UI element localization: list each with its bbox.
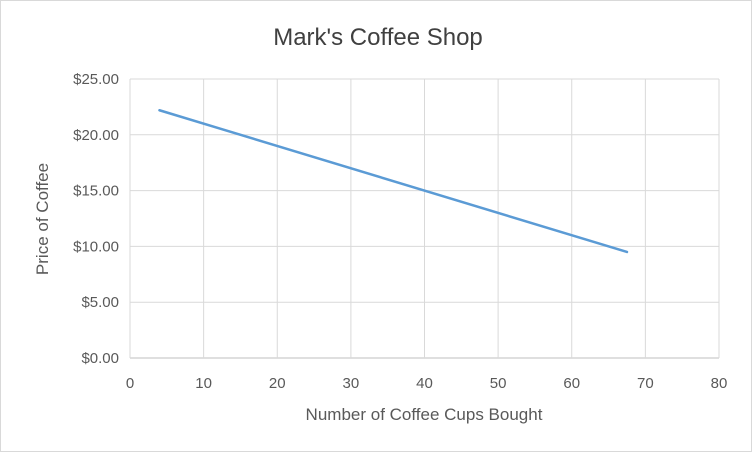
y-axis-ticks: $0.00 $5.00 $10.00 $15.00 $20.00 $25.00 bbox=[73, 71, 119, 367]
series-line bbox=[158, 108, 629, 254]
x-tick-label: 0 bbox=[126, 375, 134, 392]
gridlines bbox=[129, 78, 720, 359]
y-tick-label: $15.00 bbox=[73, 183, 119, 200]
x-axis-title: Number of Coffee Cups Bought bbox=[306, 405, 543, 424]
x-tick-label: 70 bbox=[637, 375, 654, 392]
x-tick-label: 40 bbox=[416, 375, 433, 392]
x-axis-ticks: 0 10 20 30 40 50 60 70 80 bbox=[126, 375, 728, 392]
y-tick-label: $5.00 bbox=[81, 294, 119, 311]
x-tick-label: 10 bbox=[195, 375, 212, 392]
y-tick-label: $0.00 bbox=[81, 350, 119, 367]
series-group bbox=[158, 108, 629, 254]
x-tick-label: 30 bbox=[343, 375, 360, 392]
y-axis-title: Price of Coffee bbox=[33, 163, 52, 275]
y-tick-label: $25.00 bbox=[73, 71, 119, 88]
y-tick-label: $20.00 bbox=[73, 127, 119, 144]
chart-title: Mark's Coffee Shop bbox=[273, 24, 483, 51]
x-tick-label: 60 bbox=[563, 375, 580, 392]
x-tick-label: 80 bbox=[711, 375, 728, 392]
x-tick-label: 50 bbox=[490, 375, 507, 392]
x-tick-label: 20 bbox=[269, 375, 286, 392]
y-tick-label: $10.00 bbox=[73, 238, 119, 255]
